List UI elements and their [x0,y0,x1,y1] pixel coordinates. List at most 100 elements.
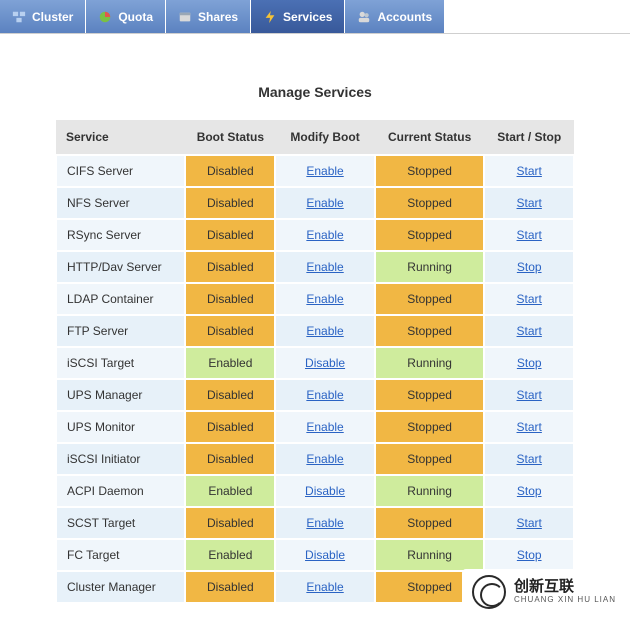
table-row: UPS ManagerDisabledEnableStoppedStart [56,379,574,411]
watermark-en: CHUANG XIN HU LIAN [514,596,616,605]
start-stop-cell: Start [484,507,574,539]
boot-status: Disabled [185,251,275,283]
nav-tab-services[interactable]: Services [251,0,345,33]
services-table: ServiceBoot StatusModify BootCurrent Sta… [55,120,575,604]
boot-status: Disabled [185,571,275,603]
nav-tab-accounts[interactable]: Accounts [345,0,445,33]
table-row: NFS ServerDisabledEnableStoppedStart [56,187,574,219]
service-name: NFS Server [56,187,185,219]
table-row: SCST TargetDisabledEnableStoppedStart [56,507,574,539]
start-service-link[interactable]: Start [517,324,542,338]
service-name: UPS Monitor [56,411,185,443]
nav-spacer [445,0,630,33]
service-name: FC Target [56,539,185,571]
modify-boot-cell: Enable [275,315,375,347]
service-name: CIFS Server [56,155,185,187]
start-stop-cell: Start [484,411,574,443]
disable-boot-link[interactable]: Disable [305,356,345,370]
enable-boot-link[interactable]: Enable [306,196,343,210]
start-service-link[interactable]: Start [517,164,542,178]
stop-service-link[interactable]: Stop [517,356,542,370]
enable-boot-link[interactable]: Enable [306,228,343,242]
current-status: Running [375,539,485,571]
table-row: CIFS ServerDisabledEnableStoppedStart [56,155,574,187]
service-name: UPS Manager [56,379,185,411]
table-row: FTP ServerDisabledEnableStoppedStart [56,315,574,347]
current-status: Running [375,251,485,283]
table-row: UPS MonitorDisabledEnableStoppedStart [56,411,574,443]
current-status: Stopped [375,283,485,315]
nav-tab-shares[interactable]: Shares [166,0,251,33]
start-stop-cell: Stop [484,475,574,507]
nav-tab-cluster[interactable]: Cluster [0,0,86,33]
service-name: iSCSI Target [56,347,185,379]
disable-boot-link[interactable]: Disable [305,484,345,498]
disable-boot-link[interactable]: Disable [305,548,345,562]
stop-service-link[interactable]: Stop [517,484,542,498]
start-service-link[interactable]: Start [517,388,542,402]
stop-service-link[interactable]: Stop [517,260,542,274]
current-status: Stopped [375,315,485,347]
modify-boot-cell: Enable [275,411,375,443]
table-row: iSCSI TargetEnabled Disable Running Stop [56,347,574,379]
boot-status: Enabled [185,539,275,571]
col-header: Modify Boot [275,120,375,155]
boot-status: Disabled [185,443,275,475]
enable-boot-link[interactable]: Enable [306,260,343,274]
col-header: Start / Stop [484,120,574,155]
boot-status: Enabled [185,347,275,379]
service-name: iSCSI Initiator [56,443,185,475]
stop-service-link[interactable]: Stop [517,548,542,562]
enable-boot-link[interactable]: Enable [306,324,343,338]
start-stop-cell: Start [484,187,574,219]
cluster-icon [12,10,26,24]
enable-boot-link[interactable]: Enable [306,292,343,306]
start-service-link[interactable]: Start [517,196,542,210]
enable-boot-link[interactable]: Enable [306,388,343,402]
service-name: HTTP/Dav Server [56,251,185,283]
start-stop-cell: Start [484,379,574,411]
start-service-link[interactable]: Start [517,452,542,466]
accounts-icon [357,10,371,24]
col-header: Boot Status [185,120,275,155]
table-row: ACPI DaemonEnabledDisableRunningStop [56,475,574,507]
service-name: SCST Target [56,507,185,539]
modify-boot-cell: Disable [275,539,375,571]
current-status: Stopped [375,443,485,475]
start-stop-cell: Stop [484,251,574,283]
start-service-link[interactable]: Start [517,292,542,306]
current-status: Stopped [375,411,485,443]
table-row: iSCSI InitiatorDisabled Enable Stopped Star… [56,443,574,475]
start-service-link[interactable]: Start [517,228,542,242]
nav-tab-label: Quota [118,10,153,24]
modify-boot-cell: Enable [275,251,375,283]
modify-boot-cell: Disable [275,347,375,379]
start-stop-cell: Stop [484,347,574,379]
watermark-logo-icon [472,575,506,609]
enable-boot-link[interactable]: Enable [306,452,343,466]
start-stop-cell: Start [484,443,574,475]
modify-boot-cell: Enable [275,283,375,315]
enable-boot-link[interactable]: Enable [306,420,343,434]
enable-boot-link[interactable]: Enable [306,164,343,178]
service-name: FTP Server [56,315,185,347]
col-header: Service [56,120,185,155]
watermark-cn: 创新互联 [514,579,616,596]
start-stop-cell: Start [484,219,574,251]
current-status: Stopped [375,507,485,539]
watermark: 创新互联 CHUANG XIN HU LIAN [462,569,626,615]
enable-boot-link[interactable]: Enable [306,580,343,594]
modify-boot-cell: Enable [275,155,375,187]
watermark-text: 创新互联 CHUANG XIN HU LIAN [514,579,616,604]
table-row: HTTP/Dav ServerDisabled Enable Running Stop [56,251,574,283]
boot-status: Disabled [185,187,275,219]
nav-tab-quota[interactable]: Quota [86,0,166,33]
modify-boot-cell: Enable [275,507,375,539]
start-service-link[interactable]: Start [517,516,542,530]
start-service-link[interactable]: Start [517,420,542,434]
service-name: LDAP Container [56,283,185,315]
enable-boot-link[interactable]: Enable [306,516,343,530]
current-status: Running [375,347,485,379]
modify-boot-cell: Enable [275,187,375,219]
modify-boot-cell: Disable [275,475,375,507]
